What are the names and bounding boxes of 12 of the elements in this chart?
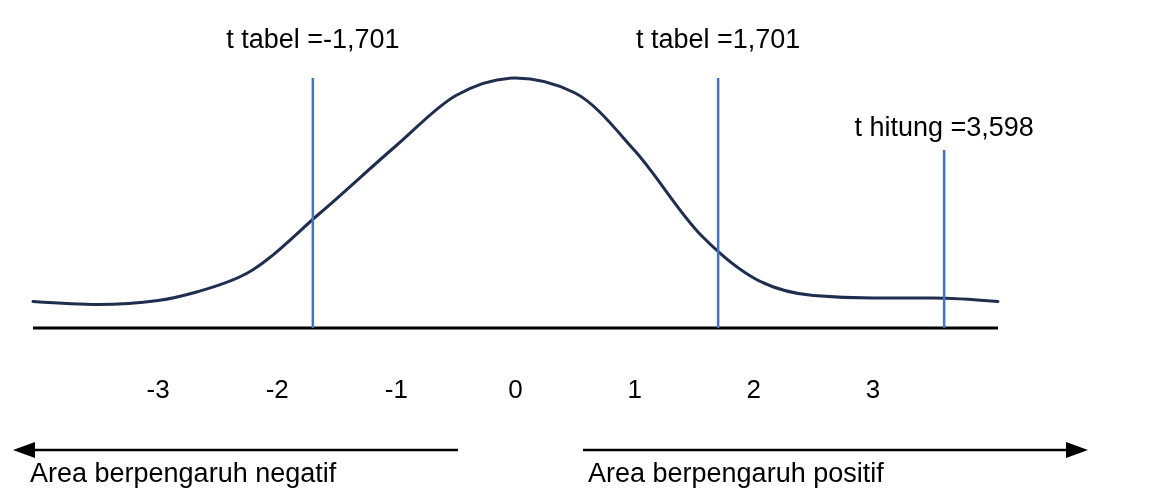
ref-line-label: t tabel =1,701 [635,24,801,54]
ref-line-label: t hitung =3,598 [854,112,1034,142]
text: Area berpengaruh positif [588,458,885,488]
x-tick-label: -2 [265,374,289,404]
x-tick-label: -3 [146,374,170,404]
ref-line-label: t tabel =-1,701 [226,24,400,54]
x-tick-label: 1 [627,374,642,404]
x-tick-label: -1 [384,374,408,404]
text: Area berpengaruh negatif [30,458,337,488]
x-tick-label: 2 [746,374,762,404]
x-tick-label: 3 [865,374,881,404]
x-tick-label: 0 [508,374,523,404]
